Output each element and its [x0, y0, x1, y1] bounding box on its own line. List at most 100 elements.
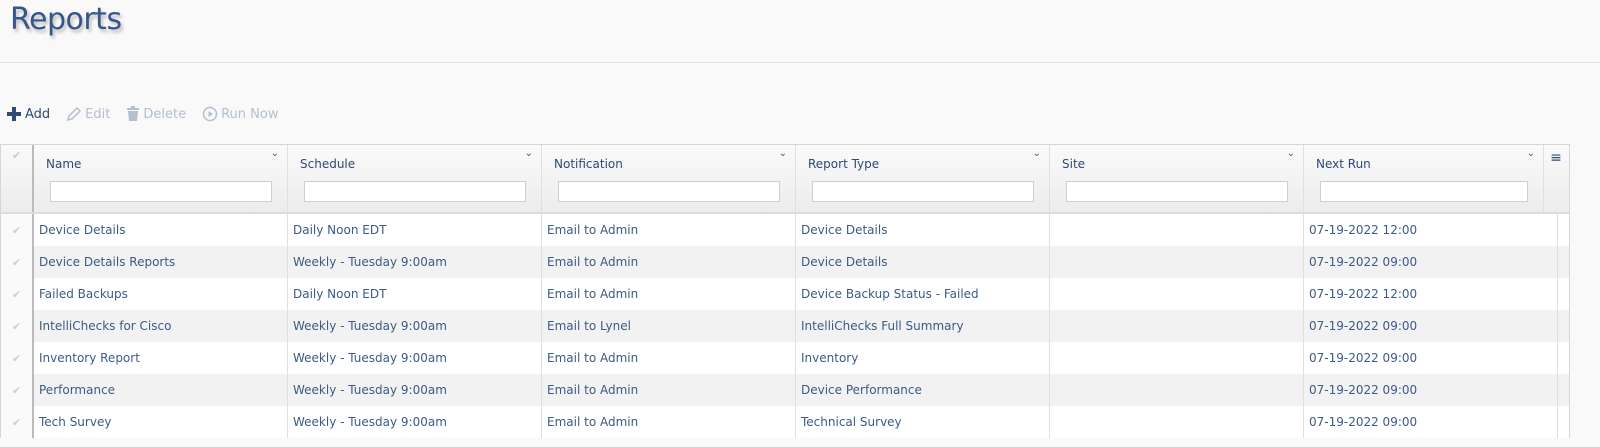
cell-name: Failed Backups	[34, 278, 288, 310]
pencil-icon	[67, 106, 82, 122]
cell-report-type: Device Details	[796, 246, 1050, 278]
cell-next-run: 07-19-2022 12:00	[1304, 214, 1558, 246]
column-header-schedule[interactable]: Schedule ⌄	[288, 145, 542, 212]
select-all-checkbox[interactable]: ✔	[1, 145, 34, 212]
edit-button[interactable]: Edit	[66, 106, 110, 122]
add-label: Add	[25, 106, 51, 122]
delete-label: Delete	[143, 106, 187, 122]
cell-name: IntelliChecks for Cisco	[34, 310, 288, 342]
table-row[interactable]: ✔ Device Details Reports Weekly - Tuesday …	[1, 246, 1569, 278]
trash-icon	[127, 106, 140, 121]
cell-site	[1050, 342, 1304, 374]
chevron-down-icon[interactable]: ⌄	[1286, 148, 1295, 159]
cell-notification: Email to Admin	[542, 246, 796, 278]
cell-schedule: Weekly - Tuesday 9:00am	[288, 406, 542, 438]
row-checkbox[interactable]: ✔	[1, 278, 34, 310]
cell-site	[1050, 278, 1304, 310]
cell-report-type: Device Backup Status - Failed	[796, 278, 1050, 310]
cell-report-type: Inventory	[796, 342, 1050, 374]
cell-notification: Email to Lynel	[542, 310, 796, 342]
table-row[interactable]: ✔ Tech Survey Weekly - Tuesday 9:00am Email…	[1, 406, 1569, 438]
toolbar: Add Edit Delete Run Now	[6, 106, 278, 122]
row-checkbox[interactable]: ✔	[1, 406, 34, 438]
cell-site	[1050, 310, 1304, 342]
grid-header: ✔ Name ⌄ Schedule ⌄ Notification ⌄ Report T…	[1, 145, 1569, 214]
reports-grid: ✔ Name ⌄ Schedule ⌄ Notification ⌄ Report T…	[0, 144, 1570, 438]
delete-button[interactable]: Delete	[126, 106, 186, 122]
cell-schedule: Weekly - Tuesday 9:00am	[288, 374, 542, 406]
run-now-button[interactable]: Run Now	[202, 106, 278, 122]
cell-notification: Email to Admin	[542, 374, 796, 406]
table-row[interactable]: ✔ Failed Backups Daily Noon EDT Email to Ad…	[1, 278, 1569, 310]
cell-next-run: 07-19-2022 12:00	[1304, 278, 1558, 310]
cell-next-run: 07-19-2022 09:00	[1304, 374, 1558, 406]
cell-report-type: Device Details	[796, 214, 1050, 246]
cell-report-type: Technical Survey	[796, 406, 1050, 438]
site-filter-input[interactable]	[1066, 181, 1288, 202]
grid-body: ✔ Device Details Daily Noon EDT Email to Ad…	[1, 214, 1569, 438]
column-label: Notification	[554, 157, 623, 171]
column-menu-icon[interactable]: ≡	[1550, 150, 1562, 166]
cell-report-type: IntelliChecks Full Summary	[796, 310, 1050, 342]
row-checkbox[interactable]: ✔	[1, 374, 34, 406]
chevron-down-icon[interactable]: ⌄	[1526, 148, 1535, 159]
play-circle-icon	[202, 106, 218, 122]
row-checkbox[interactable]: ✔	[1, 214, 34, 246]
cell-name: Device Details Reports	[34, 246, 288, 278]
cell-schedule: Weekly - Tuesday 9:00am	[288, 342, 542, 374]
column-label: Report Type	[808, 157, 880, 171]
row-checkbox[interactable]: ✔	[1, 246, 34, 278]
next-run-filter-input[interactable]	[1320, 181, 1528, 202]
cell-schedule: Daily Noon EDT	[288, 214, 542, 246]
chevron-down-icon[interactable]: ⌄	[270, 148, 279, 159]
column-label: Name	[46, 157, 82, 171]
cell-notification: Email to Admin	[542, 278, 796, 310]
report-type-filter-input[interactable]	[812, 181, 1034, 202]
column-header-notification[interactable]: Notification ⌄	[542, 145, 796, 212]
cell-site	[1050, 214, 1304, 246]
divider	[0, 62, 1600, 63]
table-row[interactable]: ✔ IntelliChecks for Cisco Weekly - Tuesday…	[1, 310, 1569, 342]
cell-next-run: 07-19-2022 09:00	[1304, 246, 1558, 278]
column-header-site[interactable]: Site ⌄	[1050, 145, 1304, 212]
cell-name: Inventory Report	[34, 342, 288, 374]
edit-label: Edit	[85, 106, 111, 122]
cell-schedule: Daily Noon EDT	[288, 278, 542, 310]
schedule-filter-input[interactable]	[304, 181, 526, 202]
table-row[interactable]: ✔ Inventory Report Weekly - Tuesday 9:00am…	[1, 342, 1569, 374]
chevron-down-icon[interactable]: ⌄	[524, 148, 533, 159]
chevron-down-icon[interactable]: ⌄	[1032, 148, 1041, 159]
row-checkbox[interactable]: ✔	[1, 310, 34, 342]
cell-name: Tech Survey	[34, 406, 288, 438]
column-header-next-run[interactable]: Next Run ⌄	[1304, 145, 1544, 212]
cell-name: Device Details	[34, 214, 288, 246]
table-row[interactable]: ✔ Device Details Daily Noon EDT Email to Ad…	[1, 214, 1569, 246]
cell-notification: Email to Admin	[542, 214, 796, 246]
cell-schedule: Weekly - Tuesday 9:00am	[288, 310, 542, 342]
column-header-report-type[interactable]: Report Type ⌄	[796, 145, 1050, 212]
column-label: Site	[1062, 157, 1086, 171]
table-row[interactable]: ✔ Performance Weekly - Tuesday 9:00am Email…	[1, 374, 1569, 406]
cell-site	[1050, 246, 1304, 278]
cell-schedule: Weekly - Tuesday 9:00am	[288, 246, 542, 278]
cell-notification: Email to Admin	[542, 342, 796, 374]
chevron-down-icon[interactable]: ⌄	[778, 148, 787, 159]
column-label: Next Run	[1316, 157, 1371, 171]
cell-site	[1050, 406, 1304, 438]
notification-filter-input[interactable]	[558, 181, 780, 202]
add-button[interactable]: Add	[6, 106, 50, 122]
cell-next-run: 07-19-2022 09:00	[1304, 342, 1558, 374]
plus-icon	[7, 107, 21, 121]
cell-next-run: 07-19-2022 09:00	[1304, 406, 1558, 438]
row-checkbox[interactable]: ✔	[1, 342, 34, 374]
run-now-label: Run Now	[221, 106, 279, 122]
cell-notification: Email to Admin	[542, 406, 796, 438]
column-label: Schedule	[300, 157, 356, 171]
page-title: Reports	[10, 2, 122, 37]
name-filter-input[interactable]	[50, 181, 272, 202]
cell-name: Performance	[34, 374, 288, 406]
cell-report-type: Device Performance	[796, 374, 1050, 406]
cell-site	[1050, 374, 1304, 406]
column-header-name[interactable]: Name ⌄	[34, 145, 288, 212]
cell-next-run: 07-19-2022 09:00	[1304, 310, 1558, 342]
